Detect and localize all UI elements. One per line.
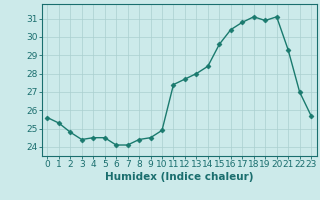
X-axis label: Humidex (Indice chaleur): Humidex (Indice chaleur) — [105, 172, 253, 182]
